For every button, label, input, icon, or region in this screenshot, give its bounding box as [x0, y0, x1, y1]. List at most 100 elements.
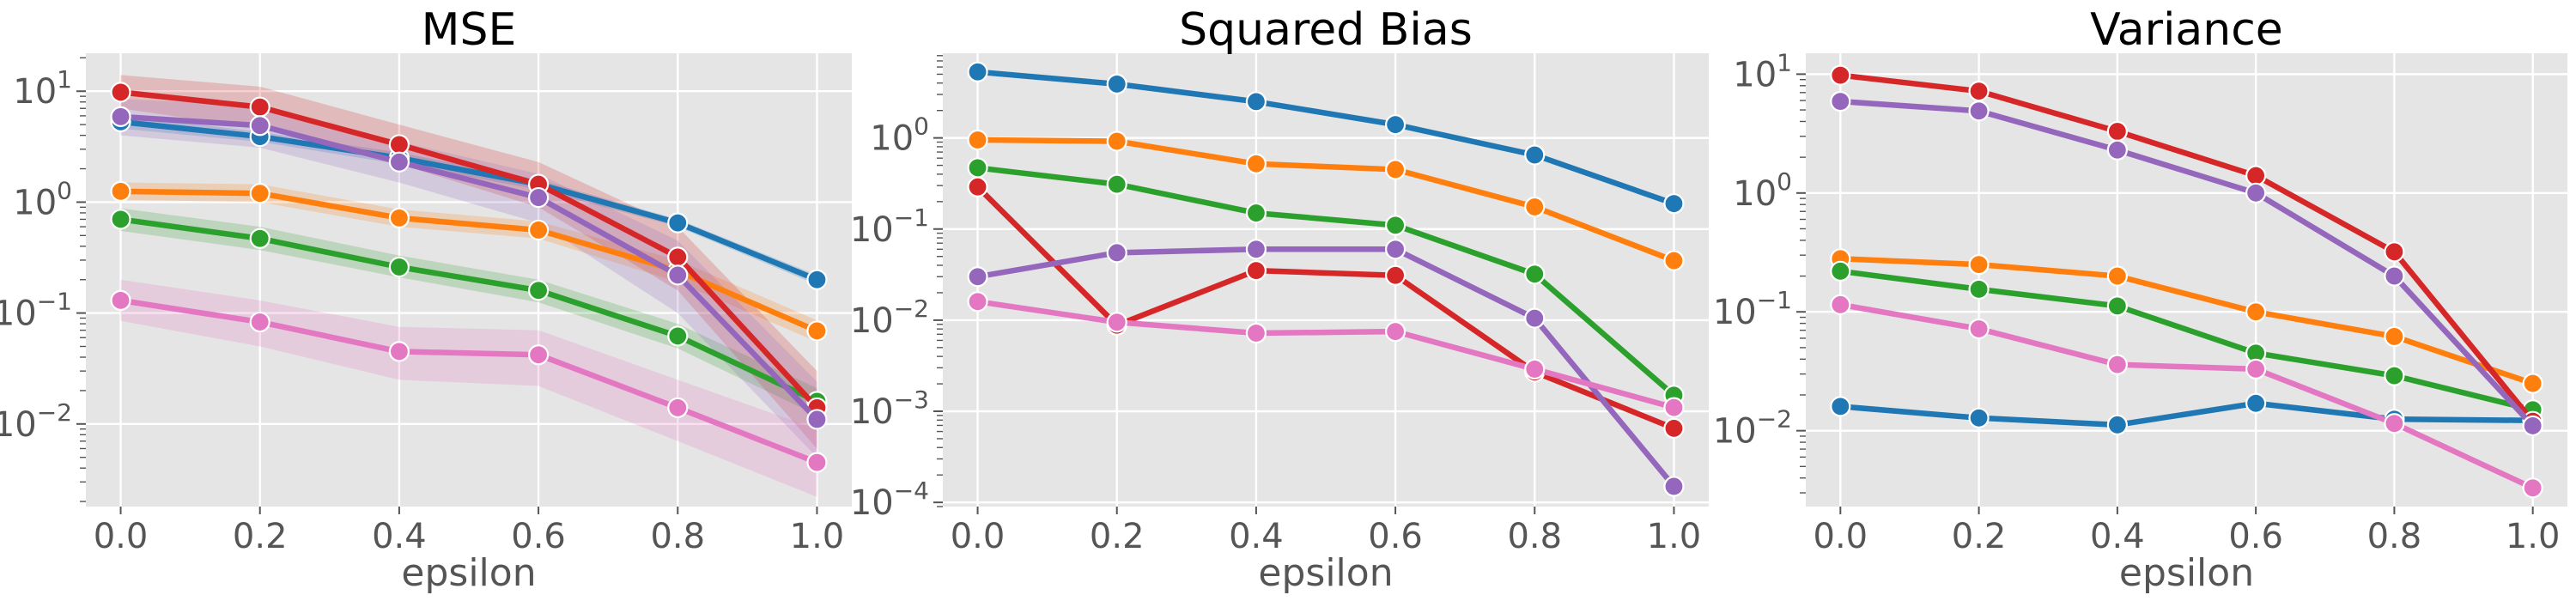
series-2: [1830, 248, 2543, 394]
data-point: [249, 96, 270, 118]
data-point: [1830, 294, 1851, 315]
data-point: [2522, 415, 2543, 437]
data-point: [2245, 392, 2267, 414]
x-tick-label: 0.8: [1507, 517, 1562, 556]
data-point: [1830, 260, 1851, 282]
data-point: [110, 106, 131, 127]
data-point: [2245, 301, 2267, 323]
y-tick-exponent: 0: [57, 176, 72, 204]
data-point: [1106, 131, 1127, 152]
panel-mse: 0.0 0.2 0.4 0.6 0.8 1.010110010−110−2epsilonM…: [0, 4, 852, 595]
data-point: [388, 256, 410, 278]
x-tick-label: 1.0: [790, 517, 845, 556]
series-line: [118, 89, 820, 411]
y-tick-exponent: 0: [1777, 167, 1792, 196]
panel-variance: 0.0 0.2 0.4 0.6 0.8 1.010110010−110−2epsilonV…: [1713, 4, 2567, 595]
series-6: [110, 289, 828, 473]
y-tick-label: 10−2: [0, 398, 72, 445]
data-point: [527, 186, 550, 209]
data-point: [388, 341, 410, 362]
data-point: [1245, 322, 1267, 344]
data-point: [2245, 182, 2267, 203]
y-axis: 10 0 10−1 10 −2 10−3 10−4: [850, 112, 943, 523]
data-point: [1245, 260, 1267, 282]
x-tick-label: 0.4: [1229, 517, 1284, 556]
x-tick-label: 0.0: [951, 517, 1005, 556]
data-point: [110, 289, 131, 311]
data-point: [1663, 250, 1685, 271]
series-line: [975, 69, 1677, 207]
y-tick-base: 10: [850, 392, 894, 432]
x-axis-title: epsilon: [2119, 551, 2254, 595]
series-line: [975, 165, 1677, 398]
x-tick-label: 1.0: [1647, 517, 1702, 556]
y-tick-base: 10: [1733, 174, 1777, 214]
y-tick-label: 10−4: [850, 477, 929, 523]
y-tick-label: 10−1: [850, 203, 929, 250]
y-tick-base: 10: [13, 72, 57, 112]
data-point: [1106, 73, 1127, 95]
series-line: [975, 298, 1677, 410]
y-tick-label: 101: [1733, 48, 1792, 94]
data-point: [967, 61, 988, 82]
y-tick-label: 100: [1733, 167, 1792, 214]
panel-squared-bias: 0.0 0.2 0.4 0.6 0.8 1.010010−110−210−310−4eps…: [850, 4, 1709, 595]
data-point: [2106, 139, 2128, 161]
plot-area: [943, 53, 1709, 507]
data-point: [1384, 114, 1406, 136]
data-point: [2106, 295, 2128, 317]
y-tick-base: 10: [1713, 293, 1757, 332]
y-tick-label: 10−3: [850, 385, 929, 432]
series-line: [1838, 268, 2536, 413]
data-point: [1968, 318, 1990, 340]
y-tick-exponent: −1: [894, 203, 929, 232]
data-point: [667, 212, 689, 234]
series-line: [118, 216, 820, 404]
data-point: [1384, 159, 1406, 180]
series-5: [1830, 90, 2543, 437]
series-3: [110, 209, 828, 412]
data-point: [527, 219, 550, 241]
y-tick-base: 10: [0, 405, 37, 445]
series-line: [1838, 256, 2536, 386]
data-point: [110, 82, 131, 103]
x-tick-label: 0.4: [2090, 517, 2145, 556]
data-point: [967, 176, 988, 197]
data-point: [110, 180, 131, 203]
series-group: [967, 61, 1685, 497]
series-line: [118, 297, 820, 465]
data-point: [1830, 396, 1851, 417]
data-point: [1968, 278, 1990, 300]
data-point: [667, 325, 689, 347]
y-tick-base: 10: [850, 483, 894, 523]
x-tick-label: 0.6: [1368, 517, 1423, 556]
x-tick-label: 1.0: [2506, 517, 2561, 556]
panel-title: Variance: [2090, 4, 2283, 56]
data-point: [249, 183, 270, 204]
data-point: [1245, 153, 1267, 174]
data-point: [249, 311, 270, 333]
data-point: [967, 157, 988, 179]
series-line: [975, 246, 1677, 489]
x-axis: 0.0 0.2 0.4 0.6 0.8 1.0: [94, 507, 845, 556]
series-line: [1838, 72, 2536, 424]
series-line: [1838, 400, 2536, 428]
data-point: [967, 291, 988, 313]
x-tick-label: 0.4: [372, 517, 427, 556]
x-tick-label: 0.0: [1814, 517, 1868, 556]
y-tick-exponent: 0: [914, 112, 929, 141]
data-point: [1968, 81, 1990, 102]
y-tick-label: 101: [13, 65, 72, 112]
y-minor-ticks: [1800, 79, 1806, 494]
series-group: [1830, 64, 2543, 499]
y-tick-exponent: −2: [1757, 405, 1792, 434]
y-tick-exponent: −2: [37, 398, 72, 427]
series-2: [967, 129, 1685, 271]
data-point: [1245, 239, 1267, 260]
data-point: [806, 452, 828, 473]
data-point: [967, 129, 988, 151]
y-tick-exponent: −3: [894, 385, 929, 414]
y-tick-exponent: −2: [894, 294, 929, 323]
